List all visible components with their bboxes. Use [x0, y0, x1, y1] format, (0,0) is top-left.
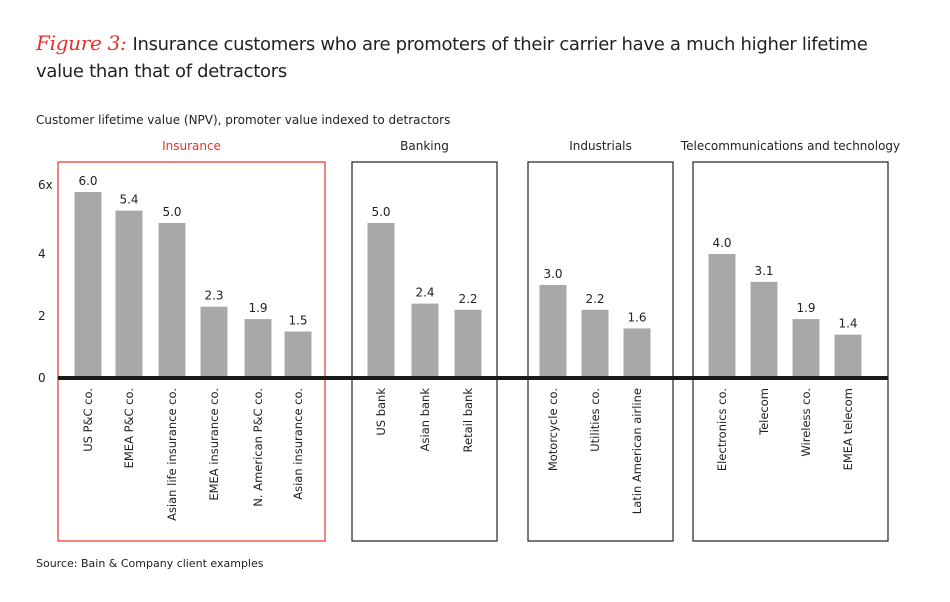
data-label: 2.4	[415, 286, 434, 300]
category-label: Asian bank	[418, 388, 432, 452]
bar	[750, 281, 778, 378]
panel-frame	[57, 161, 326, 542]
y-tick-label: 0	[38, 371, 46, 385]
category-label: Asian life insurance co.	[165, 388, 179, 521]
panel-title: Industrials	[569, 139, 632, 153]
bar	[539, 285, 567, 378]
data-label: 3.0	[543, 267, 562, 281]
bar	[792, 319, 820, 378]
chart-title: Figure 3: Insurance customers who are pro…	[36, 30, 916, 85]
bar	[200, 306, 228, 378]
category-label: Utilities co.	[588, 388, 602, 452]
bar	[74, 192, 102, 378]
panel-frame	[351, 161, 498, 542]
panel-frame	[692, 161, 889, 542]
bar	[623, 328, 651, 378]
category-label: US bank	[374, 388, 388, 436]
category-label: US P&C co.	[81, 388, 95, 452]
data-label: 1.5	[288, 314, 307, 328]
category-label: Asian insurance co.	[291, 388, 305, 500]
category-label: Electronics co.	[715, 388, 729, 471]
panel-title: Telecommunications and technology	[680, 139, 900, 153]
data-label: 1.4	[838, 317, 857, 331]
category-label: EMEA insurance co.	[207, 388, 221, 501]
y-tick-label: 2	[38, 309, 46, 323]
category-label: N. American P&C co.	[251, 388, 265, 507]
panel-title: Insurance	[162, 139, 221, 153]
data-label: 5.0	[162, 205, 181, 219]
data-label: 2.2	[458, 292, 477, 306]
category-label: Motorcycle co.	[546, 388, 560, 471]
category-label: EMEA telecom	[841, 388, 855, 470]
bar	[244, 319, 272, 378]
y-tick-label: 6x	[38, 178, 53, 192]
source-note: Source: Bain & Company client examples	[36, 557, 264, 570]
bar	[367, 223, 395, 378]
panel-frame	[527, 161, 674, 542]
bar	[834, 334, 862, 378]
category-label: Retail bank	[461, 388, 475, 453]
bar	[158, 223, 186, 378]
data-label: 1.9	[248, 301, 267, 315]
data-label: 1.6	[627, 310, 646, 324]
data-label: 6.0	[78, 174, 97, 188]
bar	[115, 210, 143, 378]
bar	[411, 303, 439, 378]
chart-subtitle: Customer lifetime value (NPV), promoter …	[36, 113, 451, 127]
data-label: 5.0	[371, 205, 390, 219]
y-tick-label: 4	[38, 247, 46, 261]
data-label: 4.0	[712, 236, 731, 250]
title-text: Insurance customers who are promoters of…	[36, 34, 868, 82]
bar	[708, 254, 736, 378]
data-label: 5.4	[119, 193, 138, 207]
category-label: EMEA P&C co.	[122, 388, 136, 468]
data-label: 3.1	[754, 264, 773, 278]
data-label: 2.2	[585, 292, 604, 306]
bar	[454, 309, 482, 378]
data-label: 1.9	[796, 301, 815, 315]
bar	[581, 309, 609, 378]
category-label: Wireless co.	[799, 388, 813, 457]
data-label: 2.3	[204, 289, 223, 303]
figure-label: Figure 3:	[36, 31, 127, 55]
category-label: Telecom	[757, 388, 771, 436]
bar	[284, 331, 312, 378]
category-label: Latin American airline	[630, 388, 644, 514]
panel-title: Banking	[400, 139, 449, 153]
